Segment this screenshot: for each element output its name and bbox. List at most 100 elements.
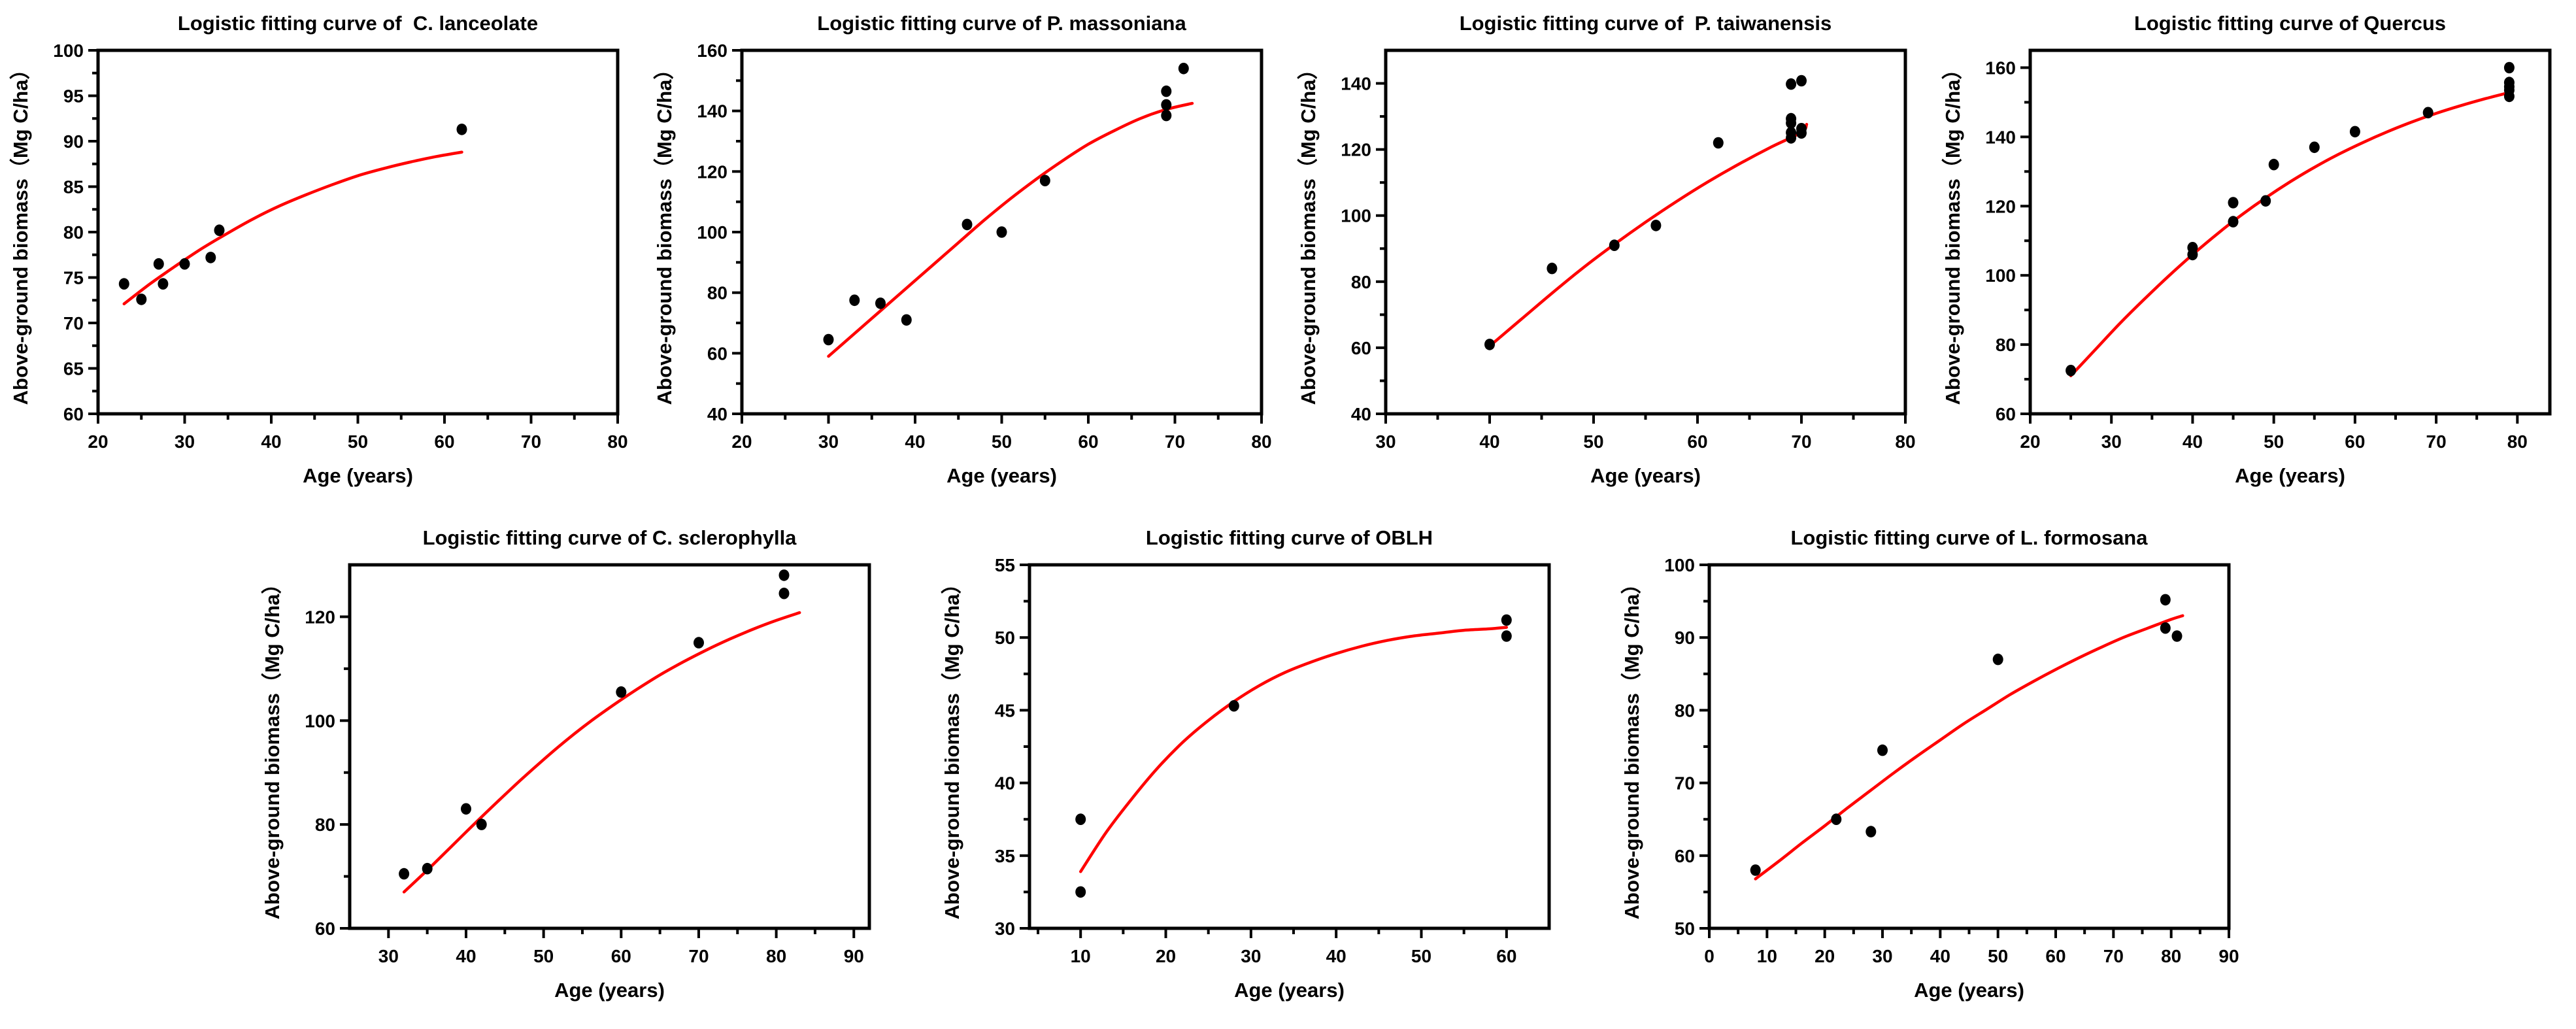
y-tick-label: 60 <box>315 919 335 939</box>
chart-oblh: 10 20 30 40 50 60 30 35 40 45 50 55 Logistic fitting… <box>941 526 1551 1002</box>
subplot-p-massoniana: 20 30 40 50 60 70 80 40 60 80 100 120 140 160 Logistic… <box>644 0 1288 514</box>
data-point <box>1831 813 1842 825</box>
fit-curve <box>122 150 463 306</box>
y-tick-label: 100 <box>697 222 728 243</box>
data-point <box>179 258 190 270</box>
chart-quercus: 20 30 40 50 60 70 80 60 80 100 120 140 160 Logistic f… <box>1941 12 2552 487</box>
x-tick-label: 30 <box>818 431 839 452</box>
data-point <box>399 868 410 880</box>
plot-frame <box>2028 48 2552 416</box>
y-tick-label: 80 <box>1351 272 1371 292</box>
y-tick-label: 140 <box>697 101 728 122</box>
data-point <box>2228 216 2239 228</box>
x-axis-label: Age (years) <box>946 464 1057 487</box>
x-tick-label: 30 <box>2101 431 2122 452</box>
y-tick-label: 50 <box>995 628 1015 648</box>
chart-title: Logistic fitting curve of Quercus <box>2134 12 2446 35</box>
data-point <box>1796 75 1807 87</box>
y-tick-label: 60 <box>63 404 84 424</box>
x-tick-label: 30 <box>1872 946 1892 966</box>
y-tick-label: 120 <box>305 607 335 627</box>
data-point <box>1877 744 1888 756</box>
y-tick-label: 95 <box>63 86 84 107</box>
data-point <box>2160 622 2171 634</box>
x-tick-label: 70 <box>1791 431 1811 452</box>
data-point <box>1501 614 1512 626</box>
x-axis-label: Age (years) <box>1914 979 2024 1002</box>
data-point <box>205 252 216 263</box>
data-point <box>153 258 164 270</box>
data-point <box>1228 700 1239 712</box>
data-point <box>1796 127 1807 139</box>
subplot-oblh: 10 20 30 40 50 60 30 35 40 45 50 55 Logistic fitting… <box>931 514 1575 1029</box>
y-tick-label: 80 <box>63 222 84 243</box>
data-point <box>823 333 834 346</box>
data-point <box>1750 864 1761 876</box>
y-tick-label: 75 <box>63 268 84 288</box>
data-point <box>778 569 790 581</box>
chart-title: Logistic fitting curve of C. lanceolate <box>178 12 538 35</box>
data-point <box>422 862 433 875</box>
y-tick-label: 55 <box>995 555 1015 575</box>
x-tick-label: 40 <box>261 431 281 452</box>
subplot-p-taiwanensis: 30 40 50 60 70 80 40 60 80 100 120 140 Logistic fitt… <box>1288 0 1932 514</box>
y-tick-label: 160 <box>697 41 728 61</box>
chart-title: Logistic fitting curve of C. sclerophyll… <box>423 526 797 549</box>
x-tick-label: 60 <box>2345 431 2365 452</box>
y-tick-label: 140 <box>1341 74 1371 94</box>
data-point <box>1609 239 1620 252</box>
data-point <box>1992 653 2003 666</box>
x-tick-label: 70 <box>521 431 541 452</box>
x-tick-label: 10 <box>1071 946 1091 966</box>
x-tick-label: 30 <box>1375 431 1396 452</box>
x-tick-label: 90 <box>844 946 864 966</box>
subplot-c-lanceolate: 20 30 40 50 60 70 80 60 65 70 75 80 85 90 95 100 Logisti… <box>0 0 644 514</box>
plot-frame <box>348 563 871 930</box>
chart-c-sclerophylla: 30 40 50 60 70 80 90 60 80 100 120 Logistic fitting… <box>261 526 871 1002</box>
data-point <box>694 637 704 649</box>
data-point <box>1039 175 1050 187</box>
y-tick-label: 65 <box>63 359 84 379</box>
data-point <box>1161 85 1172 97</box>
data-point <box>2066 365 2077 377</box>
data-point <box>461 803 471 815</box>
x-tick-label: 40 <box>456 946 476 966</box>
x-tick-label: 50 <box>533 946 554 966</box>
data-point <box>1178 63 1189 75</box>
x-tick-label: 80 <box>2161 946 2181 966</box>
y-tick-label: 85 <box>63 177 84 197</box>
y-tick-label: 45 <box>995 700 1015 720</box>
data-point <box>456 124 467 135</box>
subplot-l-formosana: 0 10 20 30 40 50 60 70 80 90 50 60 70 80 90 100 Logistic… <box>1611 514 2255 1029</box>
data-point <box>2422 107 2434 119</box>
data-point <box>616 686 627 698</box>
y-tick-label: 140 <box>1985 127 2016 147</box>
y-tick-label: 100 <box>1664 555 1695 575</box>
y-tick-label: 120 <box>1341 140 1371 160</box>
y-tick-label: 40 <box>1351 404 1371 424</box>
fit-curve <box>1079 626 1509 873</box>
x-tick-label: 90 <box>2218 946 2239 966</box>
data-point <box>158 278 169 290</box>
x-tick-label: 50 <box>992 431 1012 452</box>
data-point <box>875 297 886 309</box>
x-tick-label: 70 <box>2426 431 2447 452</box>
chart-title: Logistic fitting curve of P. taiwanensis <box>1460 12 1832 35</box>
data-point <box>1161 99 1172 111</box>
x-tick-label: 60 <box>611 946 631 966</box>
x-tick-label: 20 <box>731 431 752 452</box>
y-tick-label: 160 <box>1985 58 2016 78</box>
y-tick-label: 100 <box>1985 265 2016 286</box>
x-tick-label: 20 <box>1815 946 1835 966</box>
y-tick-label: 90 <box>1675 628 1695 648</box>
x-tick-label: 0 <box>1704 946 1715 966</box>
fit-curve <box>1754 614 2184 881</box>
data-point <box>2187 248 2198 261</box>
data-point <box>996 226 1007 238</box>
y-tick-label: 60 <box>1351 338 1371 358</box>
y-tick-label: 90 <box>63 131 84 152</box>
x-tick-label: 80 <box>766 946 786 966</box>
subplot-quercus: 20 30 40 50 60 70 80 60 80 100 120 140 160 Logistic f… <box>1932 0 2576 514</box>
